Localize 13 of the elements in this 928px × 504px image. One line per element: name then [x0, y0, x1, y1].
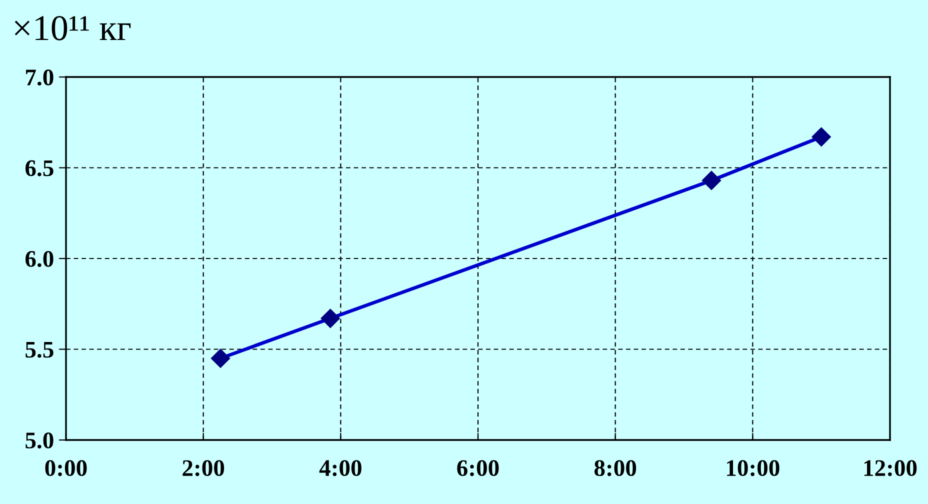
x-tick-label: 10:00 [727, 460, 780, 476]
y-tick-label: 6.5 [25, 160, 54, 176]
x-tick-label: 8:00 [594, 460, 636, 476]
x-tick-label: 0:00 [45, 460, 87, 476]
y-axis-title: ×10¹¹ кг [14, 16, 131, 40]
y-tick-label: 5.5 [26, 342, 54, 358]
y-tick-label: 6.0 [25, 250, 54, 268]
x-tick-label: 12:00 [864, 460, 917, 476]
x-tick-label: 6:00 [457, 460, 499, 476]
y-tick-label: 7.0 [26, 69, 54, 86]
y-tick-label: 5.0 [26, 432, 54, 449]
x-tick-label: 2:00 [182, 460, 224, 476]
x-tick-label: 4:00 [319, 460, 362, 476]
